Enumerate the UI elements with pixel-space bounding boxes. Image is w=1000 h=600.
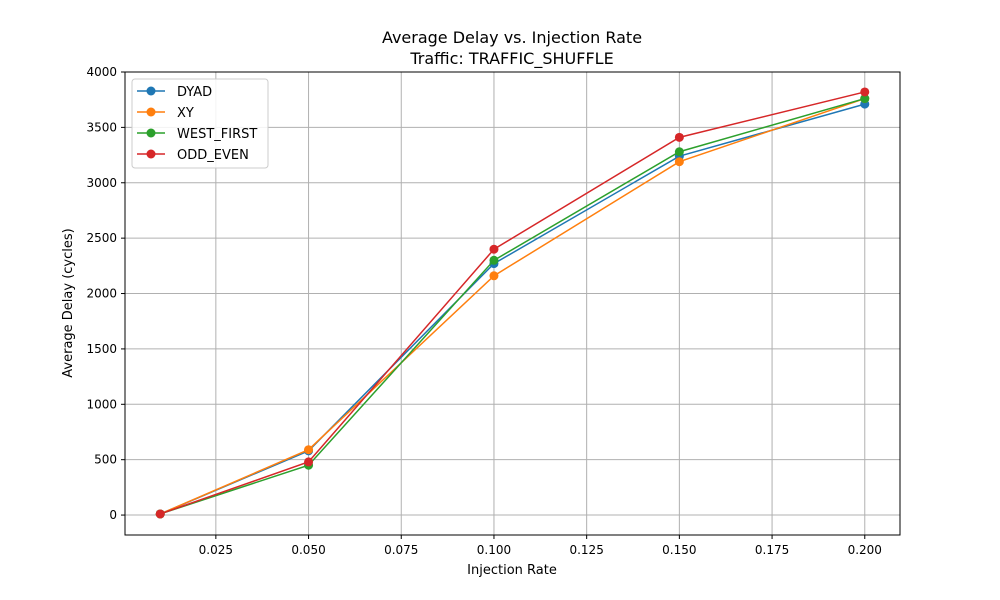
plot-area-frame (124, 71, 901, 536)
legend-label-xy: XY (177, 106, 194, 121)
x-tick-label: 0.125 (569, 543, 603, 557)
x-tick-label: 0.025 (199, 543, 233, 557)
x-tick-label: 0.150 (662, 543, 696, 557)
legend-marker-xy (146, 107, 156, 117)
y-tick-label: 2500 (86, 231, 117, 245)
y-tick-label: 3500 (86, 120, 117, 134)
y-tick-label: 1500 (86, 342, 117, 356)
x-axis-label: Injection Rate (467, 563, 557, 578)
data-point-odd-even (489, 244, 499, 254)
y-tick-label: 2000 (86, 287, 117, 301)
data-point-xy (304, 445, 314, 455)
data-point-xy (674, 157, 684, 167)
y-tick-label: 4000 (86, 65, 117, 79)
x-tick-label: 0.050 (291, 543, 325, 557)
x-tick-label: 0.075 (384, 543, 418, 557)
series-odd-even (155, 87, 870, 519)
x-axis-ticks: 0.025 0.050 0.075 0.100 0.125 0.150 0.175 0.200 (199, 535, 882, 557)
legend-item-odd-even: ODD_EVEN (137, 148, 249, 163)
y-tick-label: 500 (94, 453, 117, 467)
y-axis-label: Average Delay (cycles) (61, 228, 76, 377)
x-tick-label: 0.200 (848, 543, 882, 557)
chart-title: Average Delay vs. Injection Rate (382, 28, 642, 47)
legend-item-west-first: WEST_FIRST (137, 127, 257, 142)
legend-box (131, 78, 269, 169)
data-point-odd-even (304, 457, 314, 467)
y-axis-ticks: 0 500 1000 1500 2000 2500 3000 3500 4000 (86, 65, 125, 522)
series-lines (155, 87, 870, 519)
data-point-west-first (674, 147, 684, 157)
legend-item-dyad: DYAD (137, 85, 212, 100)
data-point-xy (489, 271, 499, 281)
legend-label-dyad: DYAD (177, 85, 212, 100)
y-tick-label: 0 (109, 508, 117, 522)
data-point-odd-even (155, 509, 165, 519)
data-point-odd-even (860, 87, 870, 97)
legend-marker-west-first (146, 128, 156, 138)
data-point-west-first (489, 255, 499, 265)
legend-item-xy: XY (137, 106, 194, 121)
legend-marker-dyad (146, 86, 156, 96)
chart-subtitle: Traffic: TRAFFIC_SHUFFLE (409, 49, 613, 69)
legend-marker-odd-even (146, 149, 156, 159)
y-tick-label: 3000 (86, 176, 117, 190)
legend: DYAD XY WEST_FIRST ODD_EVEN (131, 78, 269, 169)
legend-label-west-first: WEST_FIRST (177, 127, 257, 142)
x-tick-label: 0.175 (755, 543, 789, 557)
y-tick-label: 1000 (86, 397, 117, 411)
data-point-odd-even (674, 132, 684, 142)
data-point-west-first (860, 94, 870, 104)
legend-label-odd-even: ODD_EVEN (177, 148, 249, 163)
x-tick-label: 0.100 (477, 543, 511, 557)
